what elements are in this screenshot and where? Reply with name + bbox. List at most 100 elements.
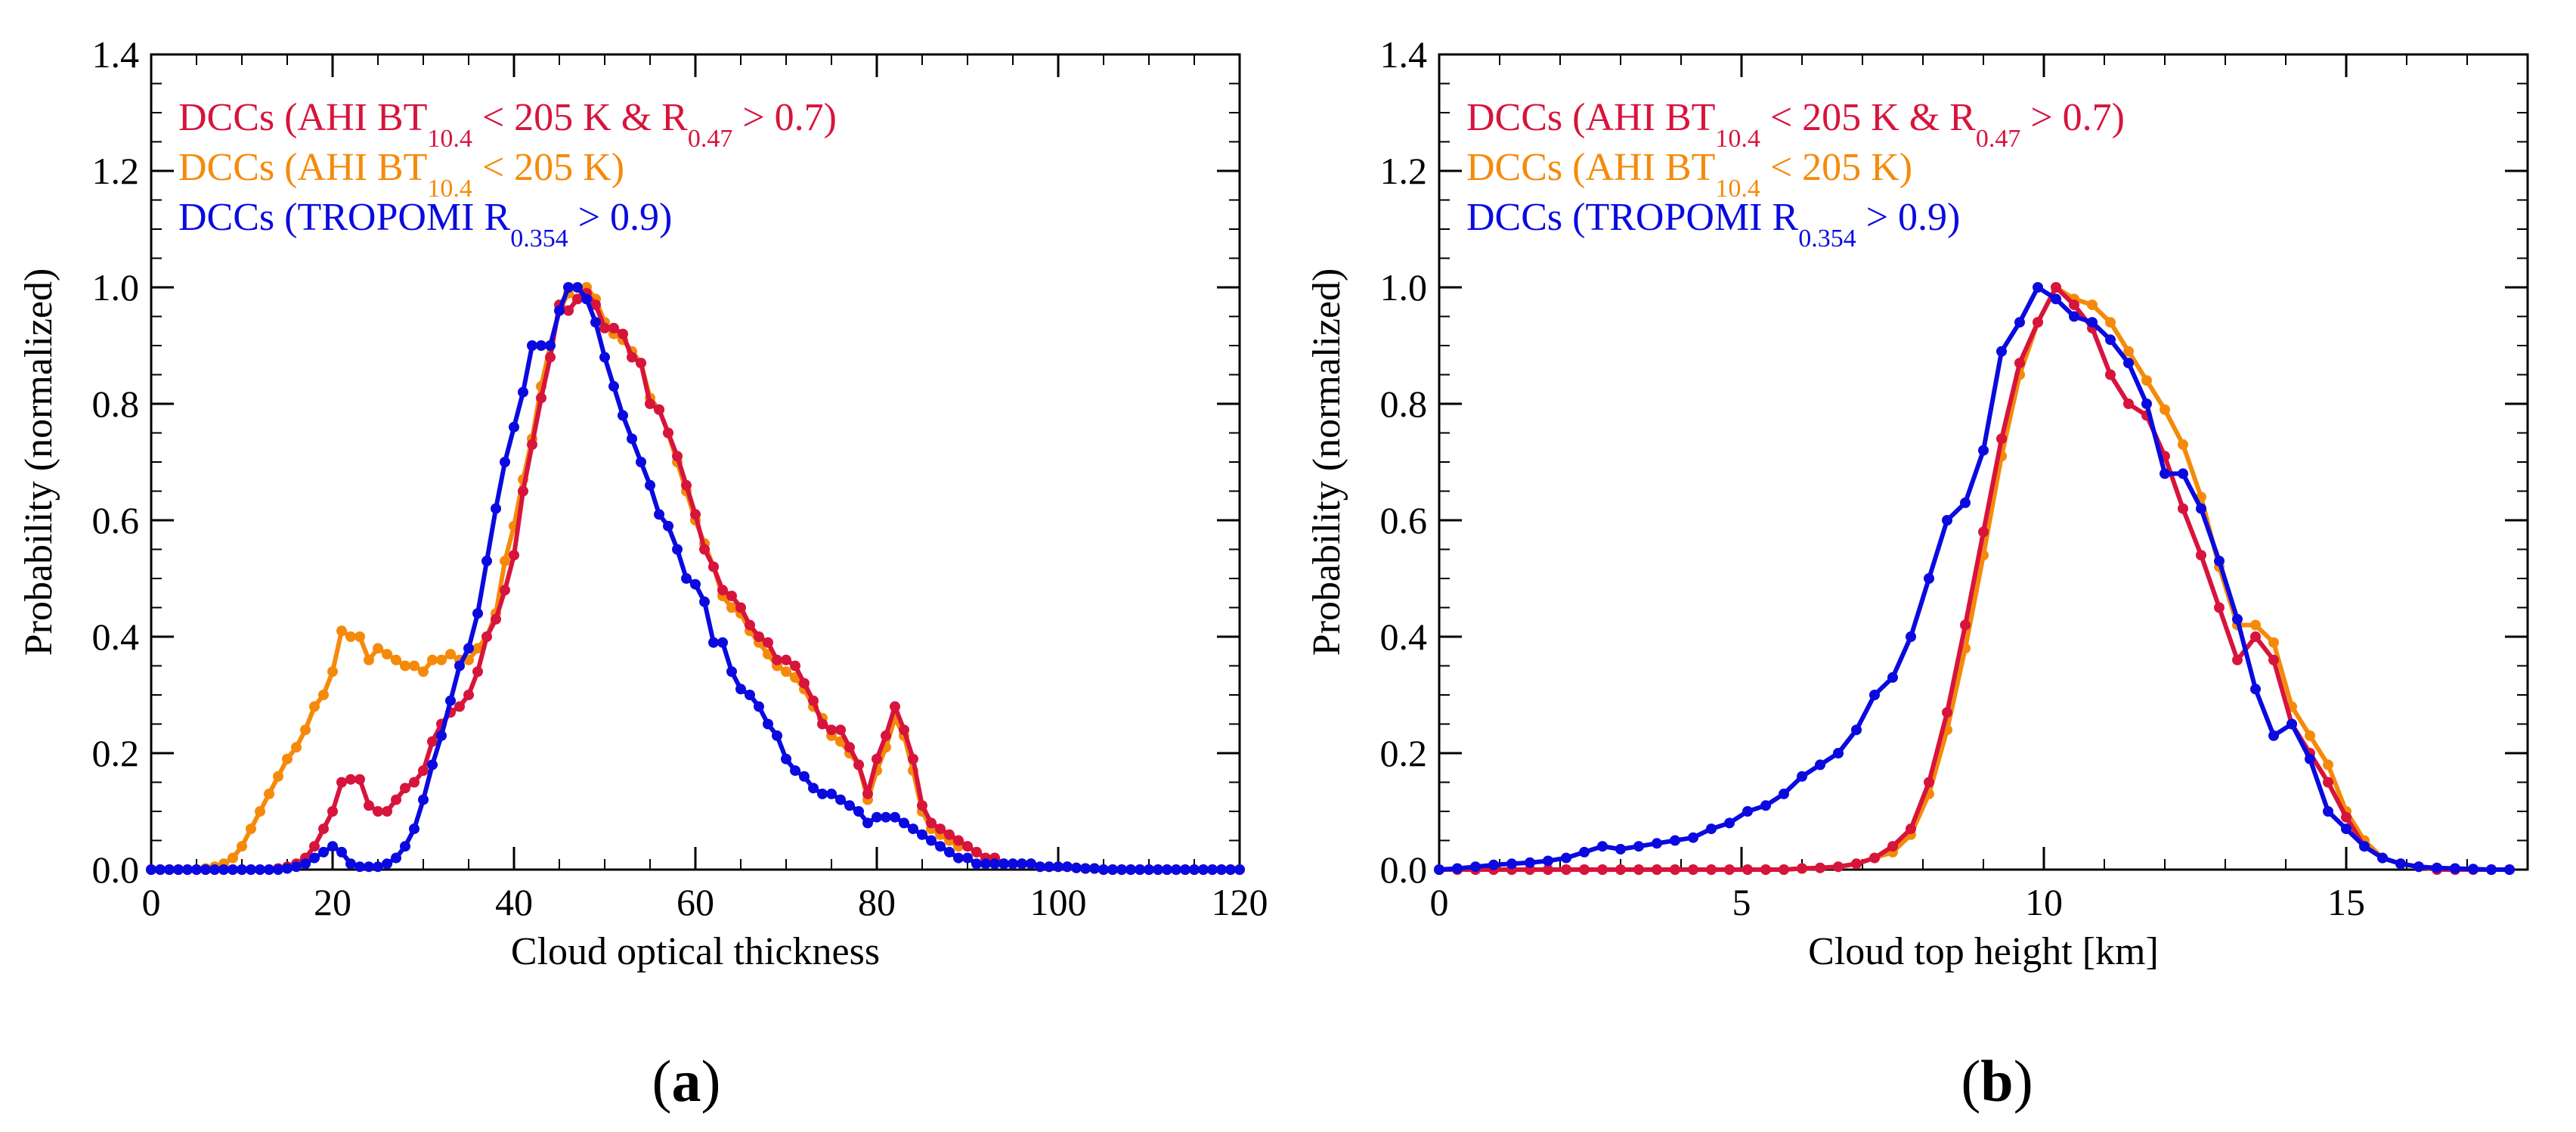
panel-b-series-point-0: [1652, 864, 1662, 875]
panel-a-x-tick-label: 40: [495, 881, 533, 923]
panel-a-series-point-2: [899, 817, 909, 829]
panel-b-series-point-2: [2051, 293, 2061, 305]
panel-a-series-point-2: [1044, 861, 1054, 873]
panel-b-series-point-2: [2468, 864, 2478, 875]
panel-b-series-point-2: [2341, 823, 2352, 835]
panel-a-series-point-2: [481, 555, 492, 566]
panel-b-series-point-0: [1597, 864, 1608, 875]
panel-b-series-point-2: [1561, 852, 1571, 864]
panel-b-series-point-2: [2123, 358, 2134, 369]
panel-a-series-point-2: [581, 293, 592, 305]
panel-a-series-point-0: [781, 654, 791, 665]
panel-a-series-point-2: [364, 861, 374, 873]
panel-b-series-point-1: [2087, 299, 2098, 311]
panel-a-y-tick-label: 0.4: [92, 616, 140, 658]
panel-a-series-point-2: [400, 841, 410, 852]
panel-a-series-point-2: [1216, 864, 1227, 875]
panel-b-series-point-1: [2250, 619, 2261, 631]
panel-a-series-point-2: [228, 864, 238, 875]
panel-b-series-point-0: [1561, 864, 1571, 875]
panel-a-series-point-2: [735, 684, 746, 695]
panel-a-x-tick-label: 100: [1030, 881, 1087, 923]
panel-b-series-point-2: [2486, 864, 2497, 875]
panel-b-x-tick-label: 5: [1732, 881, 1751, 923]
panel-a-series-point-1: [445, 649, 456, 660]
panel-a-series-point-0: [382, 806, 392, 817]
panel-a-series-point-0: [926, 817, 937, 829]
panel-a-series-point-2: [935, 841, 946, 852]
panel-b-series-point-2: [1579, 846, 1590, 858]
panel-a-series-point-1: [472, 643, 483, 654]
panel-a-series-point-0: [563, 305, 574, 316]
panel-b-series-point-2: [2359, 841, 2370, 852]
panel-a-series-point-0: [944, 829, 955, 840]
panel-b-series-point-0: [2178, 503, 2188, 514]
panel-a-series-point-0: [545, 352, 556, 363]
panel-a-series-point-1: [309, 701, 320, 712]
panel-a-series-point-0: [745, 619, 755, 631]
panel-b-series-point-0: [1706, 864, 1717, 875]
panel-b-series-point-0: [1851, 858, 1862, 870]
panel-a-series-point-2: [255, 864, 265, 875]
panel-b-series-point-2: [1815, 759, 1825, 771]
panel-a-series-point-1: [418, 666, 429, 678]
panel-a-series-1: [146, 282, 1245, 875]
panel-b-series-point-0: [1615, 864, 1626, 875]
panel-a-series-point-2: [373, 861, 383, 873]
panel-b-series-point-0: [2232, 654, 2243, 665]
panel-a-series-point-0: [681, 479, 692, 491]
panel-a-series-2: [146, 282, 1245, 875]
panel-a-legend-subscript: 0.354: [510, 225, 568, 253]
panel-a-legend-text: < 205 K): [472, 146, 624, 189]
caption-a: (a): [652, 1048, 721, 1114]
panel-b-series-point-2: [1996, 346, 2007, 357]
panel-a-series-point-2: [726, 666, 737, 678]
panel-b-series-point-2: [1724, 817, 1735, 829]
panel-a-series-point-2: [182, 864, 193, 875]
panel-a-series-point-2: [1144, 864, 1154, 875]
panel-a-series-point-2: [418, 794, 429, 805]
panel-b-series-point-2: [2160, 468, 2170, 479]
panel-b-ticks: [1438, 53, 2528, 871]
panel-b-series-point-2: [1470, 861, 1481, 873]
panel-a-series-point-2: [1017, 858, 1027, 870]
panel-a-legend-entry-0: DCCs (AHI BT10.4 < 205 K & R0.47 > 0.7): [178, 96, 837, 153]
panel-a-series-point-0: [608, 322, 619, 333]
panel-a-series-point-0: [763, 637, 773, 648]
panel-a-series-point-2: [1053, 861, 1064, 873]
panel-b-series-point-0: [1996, 433, 2007, 445]
panel-a-series-point-0: [481, 631, 492, 642]
panel-b-legend-subscript: 10.4: [1715, 125, 1760, 153]
panel-a-legend-entry-1: DCCs (AHI BT10.4 < 205 K): [178, 146, 624, 203]
chart-panel-b: 0 5 10 15 0.0 0.2 0.4 0.6 0.8 1.0 1.2 1.4 Cloud top …: [1305, 33, 2529, 973]
panel-b-legend-text: < 205 K & R: [1760, 96, 1976, 139]
panel-a-series-point-0: [772, 654, 782, 665]
panel-a-legend-entry-2: DCCs (TROPOMI R0.354 > 0.9): [178, 196, 672, 253]
panel-a-series-point-2: [835, 794, 846, 805]
panel-a-series-point-0: [881, 730, 891, 741]
panel-a-series-point-2: [636, 457, 646, 467]
panel-a-series-point-2: [699, 596, 710, 607]
panel-b-series-point-2: [2105, 334, 2116, 346]
panel-a-series-point-1: [409, 660, 420, 671]
panel-a-x-tick-label: 120: [1212, 881, 1268, 923]
panel-a-series-point-0: [908, 753, 918, 764]
panel-a-series-point-2: [908, 823, 918, 835]
panel-b-legend-entry-2: DCCs (TROPOMI R0.354 > 0.9): [1466, 196, 1960, 253]
panel-a-series-point-2: [645, 479, 655, 491]
panel-b-legend-text: > 0.7): [2020, 96, 2125, 139]
panel-a-series-point-1: [237, 841, 247, 852]
panel-a-series-point-0: [518, 485, 528, 497]
panel-a-series-point-2: [608, 380, 619, 392]
panel-a-series-point-2: [708, 637, 719, 648]
panel-a-y-tick-label: 0.6: [92, 499, 140, 541]
panel-b-series-point-2: [2196, 503, 2206, 514]
panel-a-series-point-0: [735, 602, 746, 613]
panel-a-series-point-2: [953, 852, 964, 864]
panel-a-series-point-2: [1171, 864, 1181, 875]
panel-a-series-point-2: [218, 864, 229, 875]
panel-a-series-point-0: [400, 783, 410, 794]
panel-b-series-point-2: [1797, 771, 1807, 782]
panel-a-series-point-2: [1207, 864, 1218, 875]
panel-b-series-line-0: [1439, 285, 2509, 872]
